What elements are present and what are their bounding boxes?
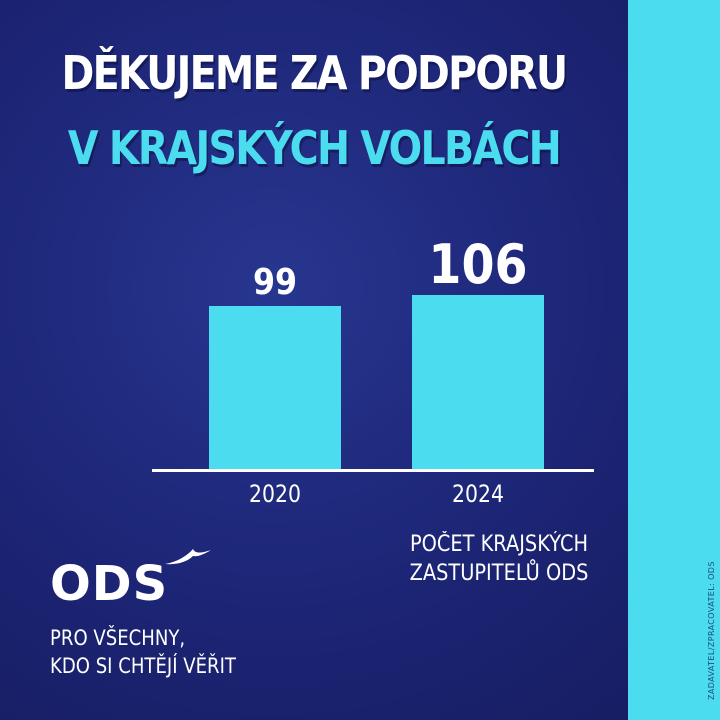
slogan-line-2: KDO SI CHTĚJÍ VĚŘIT bbox=[50, 654, 236, 678]
tick-label-2020: 2020 bbox=[249, 480, 301, 508]
bird-icon bbox=[165, 549, 211, 565]
slogan-line-1: PRO VŠECHNY, bbox=[50, 626, 186, 650]
chart-baseline bbox=[152, 469, 594, 472]
chart-caption-line-1: POČET KRAJSKÝCH bbox=[409, 532, 589, 557]
slogan: PRO VŠECHNY, KDO SI CHTĚJÍ VĚŘIT bbox=[50, 624, 236, 680]
ods-logo: ODS bbox=[50, 556, 169, 612]
chart-caption: POČET KRAJSKÝCH ZASTUPITELŮ ODS bbox=[407, 530, 592, 588]
disclaimer-text: ZADAVATEL/ZPRACOVATEL: ODS bbox=[707, 561, 716, 700]
bar-2024 bbox=[412, 295, 544, 469]
value-label-2024: 106 bbox=[428, 233, 528, 296]
headline-line-2: V KRAJSKÝCH VOLBÁCH bbox=[67, 121, 562, 175]
bar-2020 bbox=[209, 306, 341, 469]
side-accent-strip bbox=[628, 0, 720, 720]
tick-label-2024: 2024 bbox=[452, 480, 504, 508]
chart-caption-line-2: ZASTUPITELŮ ODS bbox=[409, 561, 589, 586]
value-label-2020: 99 bbox=[252, 262, 298, 303]
headline-line-1: DĚKUJEME ZA PODPORU bbox=[61, 46, 569, 100]
